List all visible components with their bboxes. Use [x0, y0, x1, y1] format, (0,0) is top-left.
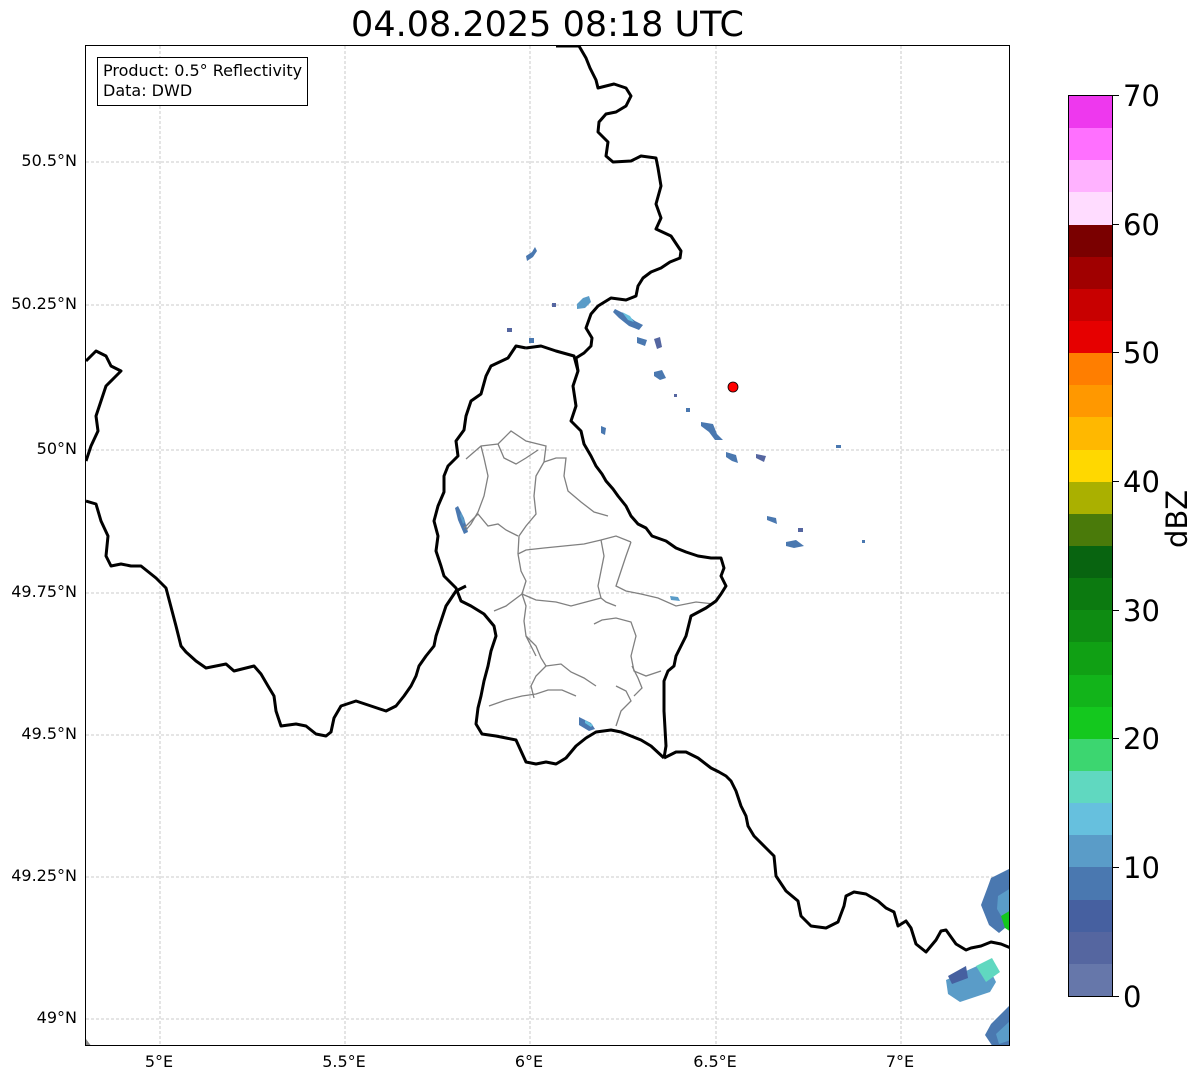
colorbar-segment	[1069, 96, 1112, 129]
map-canvas	[86, 46, 1009, 1045]
colorbar-segment	[1069, 546, 1112, 579]
colorbar-segment	[1069, 513, 1112, 547]
colorbar-segment	[1069, 835, 1112, 868]
radar-echo	[686, 408, 690, 412]
colorbar-segment	[1069, 706, 1112, 739]
colorbar-segment	[1069, 128, 1112, 161]
colorbar-segment	[1069, 224, 1112, 257]
colorbar-tick-label: 50	[1123, 336, 1160, 370]
lat-label: 50.5°N	[21, 151, 77, 170]
data-source-label: Data: DWD	[103, 81, 193, 100]
radar-echo	[726, 452, 738, 463]
lat-label: 50.25°N	[11, 294, 77, 313]
lon-label: 6.5°E	[693, 1052, 737, 1071]
colorbar-tick	[1113, 224, 1119, 225]
colorbar-segment	[1069, 963, 1112, 996]
colorbar-segment	[1069, 738, 1112, 772]
colorbar-tick-label: 40	[1123, 465, 1160, 499]
colorbar-tick-label: 0	[1123, 980, 1142, 1014]
colorbar-segment	[1069, 192, 1112, 225]
colorbar-segment	[1069, 610, 1112, 643]
product-info-box: Product: 0.5° Reflectivity Data: DWD	[97, 57, 309, 106]
radar-echo	[654, 337, 662, 349]
colorbar-tick-label: 30	[1123, 594, 1160, 628]
lon-label: 5.5°E	[322, 1052, 366, 1071]
colorbar-segment	[1069, 931, 1112, 964]
country-borders	[86, 46, 1009, 954]
colorbar-segment	[1069, 288, 1112, 322]
radar-echo	[507, 328, 512, 332]
radar-echo	[529, 338, 534, 343]
radar-echo	[997, 889, 1009, 919]
radar-echoes	[86, 247, 1009, 1045]
radar-echo	[526, 247, 537, 261]
colorbar-segment	[1069, 256, 1112, 289]
colorbar-segment	[1069, 899, 1112, 932]
radar-map[interactable]	[85, 45, 1010, 1046]
colorbar-segment	[1069, 385, 1112, 418]
colorbar-tick	[1113, 738, 1119, 739]
radar-echo	[601, 426, 606, 435]
radar-echo	[460, 512, 465, 524]
radar-echo	[637, 337, 647, 346]
colorbar-segment	[1069, 449, 1112, 482]
radar-echo	[862, 540, 865, 543]
colorbar-segment	[1069, 771, 1112, 804]
colorbar-segment	[1069, 803, 1112, 836]
colorbar-tick	[1113, 996, 1119, 997]
lat-label: 49°N	[36, 1008, 77, 1027]
colorbar-tick-label: 60	[1123, 208, 1160, 242]
product-label: Product: 0.5° Reflectivity	[103, 61, 303, 80]
radar-echo	[622, 312, 634, 322]
lat-label: 50°N	[36, 439, 77, 458]
colorbar-segment	[1069, 160, 1112, 193]
colorbar-tick	[1113, 610, 1119, 611]
radar-echo	[976, 958, 1000, 982]
radar-echo	[996, 1021, 1009, 1044]
lon-label: 6°E	[514, 1052, 544, 1071]
internal-boundaries	[463, 430, 715, 727]
radar-echo	[786, 540, 804, 548]
radar-echo	[670, 596, 680, 601]
graticule	[86, 46, 1009, 1045]
radar-echo	[767, 516, 777, 524]
radar-echo	[1001, 911, 1009, 931]
colorbar-segment	[1069, 867, 1112, 900]
radar-echo	[798, 528, 803, 532]
colorbar-tick	[1113, 481, 1119, 482]
map-title: 04.08.2025 08:18 UTC	[351, 5, 744, 45]
radar-echo	[836, 445, 841, 448]
dbz-colorbar	[1068, 95, 1113, 997]
radar-echo	[654, 370, 666, 380]
radar-echo	[756, 454, 766, 462]
colorbar-tick	[1113, 352, 1119, 353]
lat-label: 49.5°N	[21, 724, 77, 743]
radar-echo	[577, 296, 591, 309]
radar-echo	[948, 966, 968, 984]
radar-site-marker	[727, 381, 739, 393]
colorbar-title: dBZ	[1160, 489, 1194, 548]
radar-echo	[674, 394, 677, 397]
colorbar-segment	[1069, 674, 1112, 707]
colorbar-segment	[1069, 642, 1112, 675]
lon-label: 7°E	[885, 1052, 915, 1071]
colorbar-tick-label: 70	[1123, 79, 1160, 113]
colorbar-segment	[1069, 417, 1112, 450]
radar-echo	[585, 720, 593, 727]
colorbar-tick	[1113, 867, 1119, 868]
lat-label: 49.75°N	[11, 582, 77, 601]
radar-echo	[701, 422, 723, 440]
lat-label: 49.25°N	[11, 866, 77, 885]
colorbar-tick-label: 20	[1123, 722, 1160, 756]
radar-echo	[552, 303, 556, 307]
lon-label: 5°E	[144, 1052, 174, 1071]
colorbar-tick-label: 10	[1123, 851, 1160, 885]
colorbar-tick	[1113, 95, 1119, 96]
radar-echo	[86, 1039, 91, 1045]
colorbar-segment	[1069, 578, 1112, 611]
colorbar-segment	[1069, 353, 1112, 386]
colorbar-segment	[1069, 321, 1112, 354]
colorbar-segment	[1069, 481, 1112, 514]
